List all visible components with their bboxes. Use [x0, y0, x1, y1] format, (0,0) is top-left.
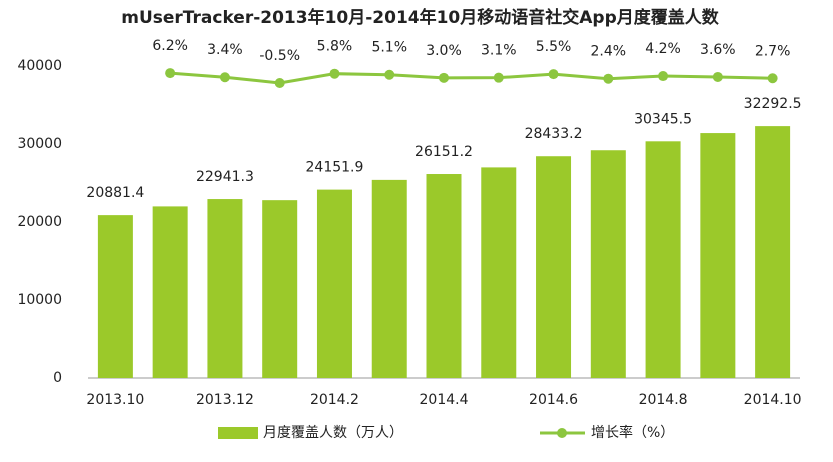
bar	[207, 199, 243, 378]
y-tick-label: 40000	[17, 58, 62, 74]
x-tick-label: 2014.4	[420, 392, 469, 408]
x-tick-label: 2014.2	[310, 392, 359, 408]
line-point	[603, 73, 614, 84]
line-value-label: 6.2%	[152, 38, 188, 54]
bar	[316, 189, 352, 378]
line-point	[439, 72, 449, 83]
bar	[371, 179, 407, 378]
line-point	[548, 69, 559, 80]
line-point	[767, 73, 778, 84]
y-tick-label: 10000	[17, 292, 62, 308]
bar	[481, 167, 517, 378]
bar	[426, 174, 462, 378]
x-tick-label: 2014.10	[744, 392, 802, 408]
bar	[97, 215, 133, 378]
x-tick-label: 2013.10	[86, 392, 144, 408]
line-point	[658, 71, 669, 82]
y-tick-label: 0	[53, 370, 62, 386]
bar-value-label: 28433.2	[525, 126, 583, 142]
x-tick-label: 2014.6	[529, 392, 578, 408]
bar	[536, 156, 572, 378]
bar-value-label: 20881.4	[86, 185, 144, 201]
x-tick-label: 2014.8	[639, 392, 688, 408]
line-point	[274, 78, 285, 89]
chart-title: mUserTracker-2013年10月-2014年10月移动语音社交App月…	[121, 7, 720, 28]
line-point	[329, 68, 340, 79]
line-point	[493, 72, 504, 83]
bar	[755, 126, 791, 378]
bar-value-label: 22941.3	[196, 169, 254, 185]
line-point	[712, 71, 723, 82]
line-value-label: 3.0%	[426, 43, 462, 59]
line-value-label: 5.5%	[536, 39, 572, 55]
bar	[645, 141, 681, 378]
bar	[590, 150, 626, 378]
line-value-label: 3.1%	[481, 43, 517, 59]
line-value-label: 5.1%	[371, 40, 407, 56]
y-tick-label: 20000	[17, 214, 62, 230]
line-value-label: 5.8%	[317, 39, 353, 55]
line-point	[219, 72, 230, 83]
bar	[700, 133, 736, 378]
line-value-label: -0.5%	[259, 48, 300, 64]
legend-label: 增长率（%）	[591, 424, 674, 441]
bar-value-label: 30345.5	[634, 111, 692, 127]
bar-value-label: 26151.2	[415, 144, 473, 160]
line-value-label: 3.4%	[207, 42, 243, 58]
bar	[262, 200, 298, 378]
line-value-label: 2.7%	[755, 43, 791, 59]
y-tick-label: 30000	[17, 136, 62, 152]
legend-label: 月度覆盖人数（万人）	[263, 425, 403, 441]
line-point	[165, 68, 176, 79]
legend-swatch	[218, 427, 258, 439]
line-value-label: 3.6%	[700, 42, 736, 58]
x-tick-label: 2013.12	[196, 392, 254, 408]
line-value-label: 4.2%	[645, 41, 681, 57]
line-point	[384, 69, 395, 80]
line-value-label: 2.4%	[591, 44, 627, 60]
bar-value-label: 24151.9	[306, 160, 364, 176]
bar-value-label: 32292.5	[744, 96, 802, 112]
legend-swatch	[557, 428, 567, 438]
bar	[152, 206, 188, 378]
line	[170, 71, 773, 85]
